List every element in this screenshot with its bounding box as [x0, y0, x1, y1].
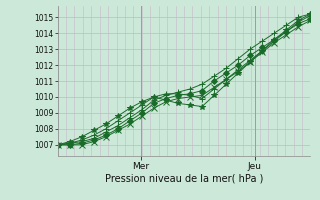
X-axis label: Pression niveau de la mer( hPa ): Pression niveau de la mer( hPa ): [105, 173, 263, 183]
